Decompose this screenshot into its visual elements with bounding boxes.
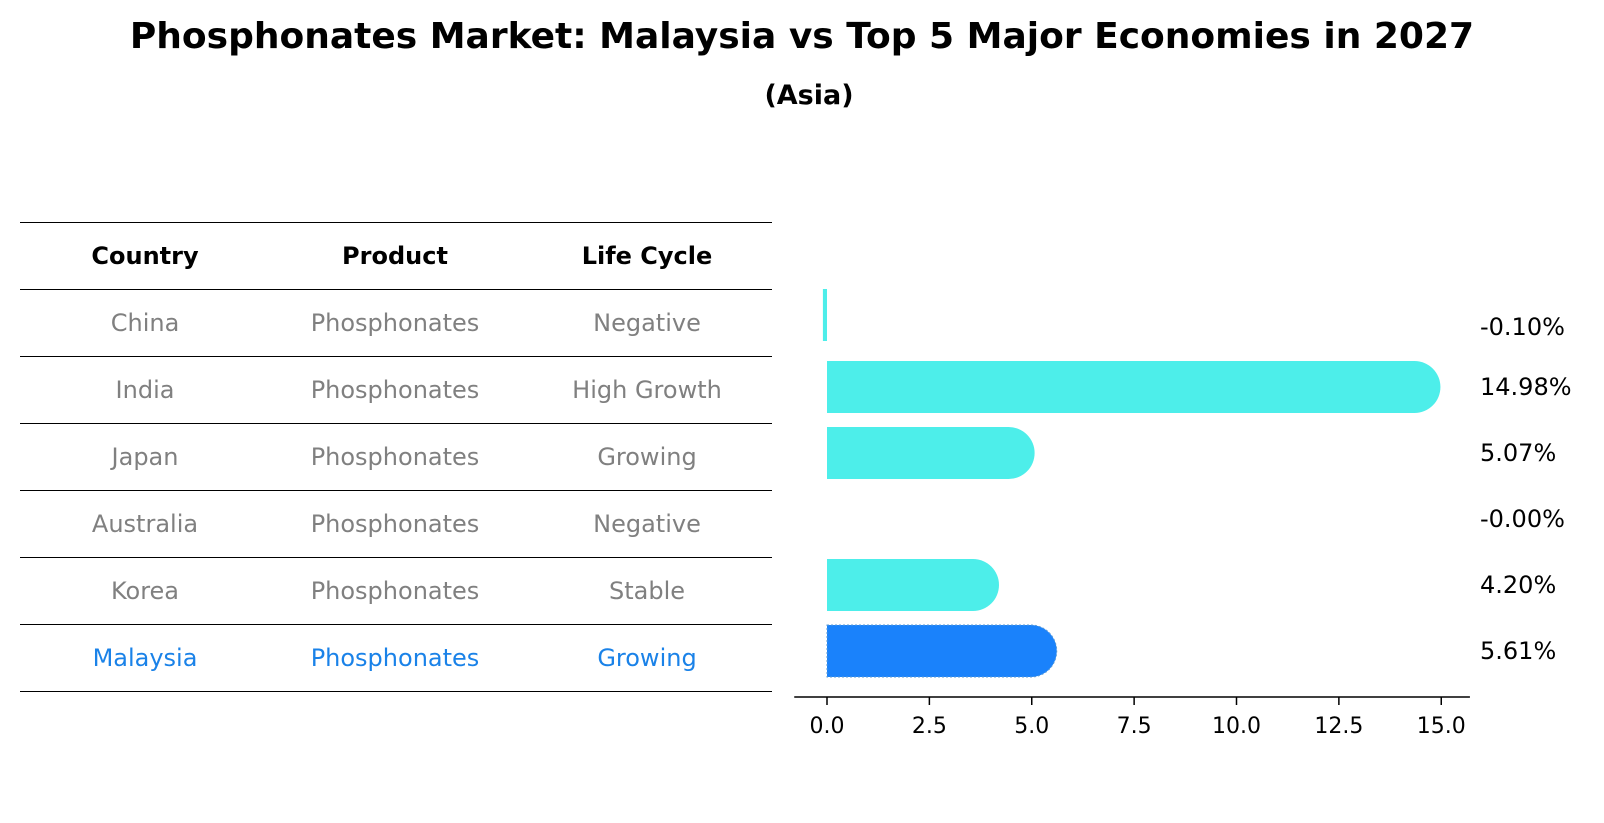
bar-korea bbox=[827, 559, 999, 611]
cell-life-cycle: Negative bbox=[593, 309, 701, 337]
cell-country: Malaysia bbox=[92, 644, 198, 672]
cell-life-cycle: Growing bbox=[597, 443, 697, 471]
header-country: Country bbox=[91, 242, 199, 270]
table-header-row: Country Product Life Cycle bbox=[20, 222, 772, 290]
cell-country: Japan bbox=[111, 443, 179, 471]
x-tick-label: 15.0 bbox=[1417, 714, 1466, 739]
x-tick-label: 5.0 bbox=[1014, 714, 1049, 739]
bar-japan bbox=[827, 427, 1035, 479]
table-row: Japan Phosphonates Growing bbox=[20, 424, 772, 491]
value-label: 14.98% bbox=[1480, 373, 1572, 401]
chart-title: Phosphonates Market: Malaysia vs Top 5 M… bbox=[129, 16, 1475, 57]
value-label: 5.61% bbox=[1480, 637, 1556, 665]
cell-life-cycle: Growing bbox=[597, 644, 697, 672]
cell-country: Australia bbox=[91, 510, 199, 538]
table-row: Australia Phosphonates Negative bbox=[20, 491, 772, 558]
cell-country: Korea bbox=[110, 577, 180, 605]
cell-life-cycle: High Growth bbox=[572, 376, 722, 404]
country-table: Country Product Life Cycle China Phospho… bbox=[20, 222, 772, 692]
x-tick-label: 7.5 bbox=[1117, 714, 1152, 739]
value-label: -0.00% bbox=[1480, 505, 1565, 533]
x-tick-label: 2.5 bbox=[912, 714, 947, 739]
bar-china bbox=[822, 289, 827, 341]
table-row: Korea Phosphonates Stable bbox=[20, 558, 772, 625]
bar-india bbox=[827, 361, 1441, 413]
cell-product: Phosphonates bbox=[310, 510, 480, 538]
x-tick-label: 0.0 bbox=[810, 714, 845, 739]
value-label: -0.10% bbox=[1480, 313, 1565, 341]
value-label: 5.07% bbox=[1480, 439, 1556, 467]
x-tick-label: 10.0 bbox=[1212, 714, 1261, 739]
cell-life-cycle: Negative bbox=[593, 510, 701, 538]
cell-product: Phosphonates bbox=[310, 309, 480, 337]
value-label: 4.20% bbox=[1480, 571, 1556, 599]
table-row-highlighted: Malaysia Phosphonates Growing bbox=[20, 625, 772, 692]
cell-product: Phosphonates bbox=[310, 577, 480, 605]
cell-life-cycle: Stable bbox=[608, 577, 686, 605]
chart-subtitle: (Asia) bbox=[764, 80, 854, 111]
table-row: China Phosphonates Negative bbox=[20, 290, 772, 357]
cell-product: Phosphonates bbox=[310, 376, 480, 404]
cell-product: Phosphonates bbox=[310, 443, 480, 471]
header-product: Product bbox=[342, 242, 448, 270]
header-life-cycle: Life Cycle bbox=[581, 242, 713, 270]
cell-product: Phosphonates bbox=[310, 644, 480, 672]
bar-malaysia bbox=[826, 624, 1058, 678]
x-tick-label: 12.5 bbox=[1314, 714, 1363, 739]
cell-country: China bbox=[110, 309, 180, 337]
table-row: India Phosphonates High Growth bbox=[20, 357, 772, 424]
cell-country: India bbox=[115, 376, 175, 404]
